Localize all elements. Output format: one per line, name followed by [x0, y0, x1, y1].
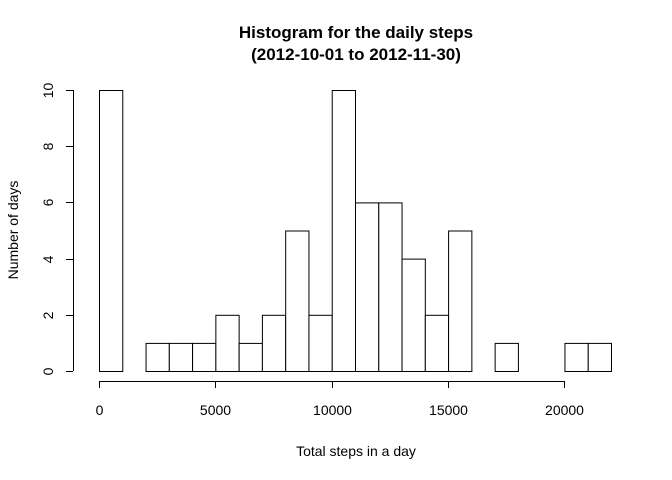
y-tick-label: 8 [40, 142, 56, 150]
x-axis: 0 5000 10000 15000 20000 [96, 381, 584, 418]
y-tick-label: 2 [40, 311, 56, 319]
x-tick-label: 20000 [545, 402, 584, 418]
histogram-bar [401, 258, 426, 373]
histogram-bar [308, 314, 333, 372]
histogram-bar [261, 314, 287, 372]
histogram-bar [494, 342, 519, 372]
histogram-bar [331, 90, 356, 372]
y-tick-label: 0 [40, 367, 56, 375]
y-tick-label: 4 [40, 255, 56, 263]
y-axis-label: Number of days [5, 181, 21, 280]
histogram-bar [145, 342, 170, 372]
histogram-bar [238, 342, 263, 372]
histogram-bar [215, 314, 240, 372]
y-tick-label: 10 [40, 83, 56, 99]
x-tick-label: 15000 [429, 402, 468, 418]
histogram-bar [168, 342, 194, 372]
histogram-bar [285, 230, 310, 372]
histogram-bar [192, 342, 217, 372]
x-tick-label: 5000 [200, 402, 231, 418]
histogram-bar [564, 342, 589, 372]
histogram-bar [355, 202, 380, 372]
x-tick-label: 0 [96, 402, 104, 418]
chart-title-line2: (2012-10-01 to 2012-11-30) [251, 45, 461, 64]
histogram-bar [424, 314, 450, 372]
chart-title-line1: Histogram for the daily steps [239, 23, 473, 42]
histogram-bar [378, 202, 403, 372]
y-tick-label: 6 [40, 198, 56, 206]
x-axis-label: Total steps in a day [296, 443, 416, 459]
y-axis: 0 2 4 6 8 10 [40, 83, 74, 375]
histogram-bar [448, 230, 473, 372]
bars-group [99, 90, 613, 373]
histogram-bar [99, 90, 124, 372]
histogram-bar [587, 342, 613, 372]
x-tick-label: 10000 [313, 402, 352, 418]
